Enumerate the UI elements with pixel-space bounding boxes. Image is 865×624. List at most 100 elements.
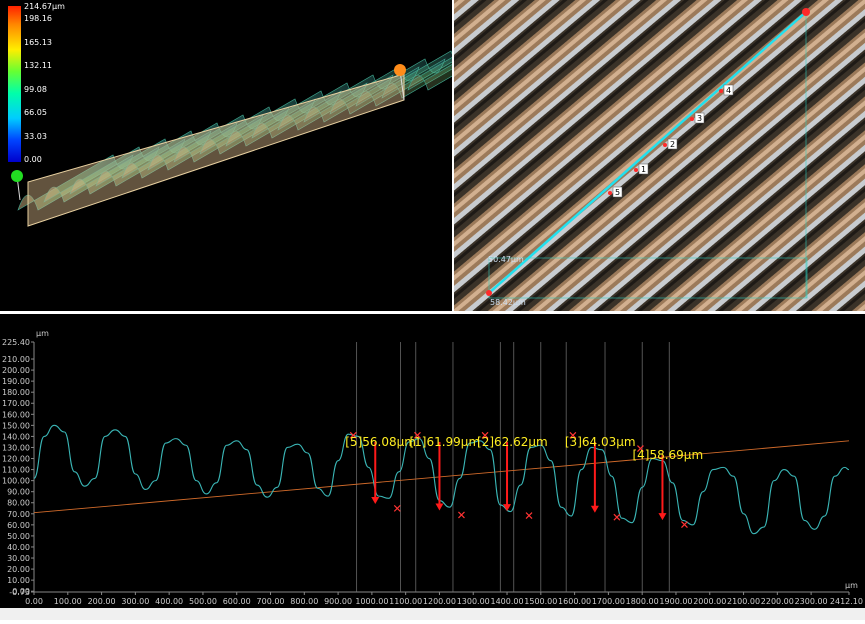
measure-point-cross	[613, 513, 621, 521]
segment-markers: 1 2 3 4 5	[608, 84, 734, 198]
segment-point	[608, 191, 612, 195]
y-tick-label: 70.00	[7, 510, 30, 519]
x-tick-label: 1100.00	[389, 597, 422, 606]
segment-point	[690, 117, 694, 121]
colorbar-tick-label: 0.00	[24, 155, 42, 164]
measure-point-cross	[458, 511, 465, 519]
colorbar-tick-label: 198.16	[24, 14, 52, 23]
3d-surface-view[interactable]: 214.67µm 198.16 165.13 132.11 99.08 66.05 33.…	[0, 0, 524, 311]
x-tick-label: 1500.00	[524, 597, 557, 606]
y-tick-label: 40.00	[7, 543, 30, 552]
segment-marker-label: 2	[670, 140, 675, 149]
x-tick-label: 800.00	[290, 597, 318, 606]
y-tick-label: 200.00	[2, 366, 30, 375]
profile-series-line	[33, 424, 850, 535]
depth-measurement-label: [2]62.62µm	[477, 435, 548, 449]
x-axis-unit: µm	[845, 581, 858, 590]
profile-chart-panel[interactable]: µm µm 225.40 210.00 200.00 190.00 180.00 170.00…	[0, 314, 865, 620]
x-tick-label: 2200.00	[761, 597, 794, 606]
x-tick-label: 400.00	[155, 597, 183, 606]
x-tick-label: 1400.00	[490, 597, 523, 606]
x-tick-label: 2100.00	[727, 597, 760, 606]
y-tick-label: 0.00	[12, 587, 30, 596]
x-tick-label: 100.00	[54, 597, 82, 606]
y-tick-label: 190.00	[2, 377, 30, 386]
y-tick-label: 130.00	[2, 443, 30, 452]
depth-arrow-head	[590, 505, 599, 513]
x-tick-label: 500.00	[189, 597, 217, 606]
y-tick-label: 20.00	[7, 565, 30, 574]
colorbar-max-label: 214.67µm	[24, 2, 65, 11]
depth-arrow-head	[658, 513, 667, 521]
x-tick-label: 1200.00	[423, 597, 456, 606]
measurement-line[interactable]	[488, 11, 807, 294]
end-point-marker[interactable]	[394, 64, 406, 76]
colorbar-tick-label: 33.03	[24, 132, 47, 141]
depth-measurement-label: [1]61.99µm	[409, 435, 480, 449]
segment-point	[634, 168, 638, 172]
depth-measurement-label: [4]58.69µm	[632, 448, 703, 462]
segment-marker-label: 1	[641, 165, 646, 174]
depth-arrow-head	[435, 503, 444, 511]
measure-point-cross	[414, 431, 421, 439]
x-tick-label: 700.00	[257, 597, 285, 606]
colorbar-tick-label: 99.08	[24, 85, 47, 94]
y-tick-label: 180.00	[2, 388, 30, 397]
y-tick-label: 160.00	[2, 410, 30, 419]
colorbar-tick-label: 165.13	[24, 38, 52, 47]
x-tick-label: 200.00	[88, 597, 116, 606]
x-tick-label: 900.00	[324, 597, 352, 606]
segment-point	[663, 143, 667, 147]
x-tick-label: 2412.10	[830, 597, 863, 606]
segment-marker-label: 4	[726, 86, 731, 95]
x-tick-label: 1000.00	[355, 597, 388, 606]
segment-marker-box	[694, 112, 705, 124]
horizontal-scrollbar[interactable]	[0, 608, 865, 620]
line-start-handle[interactable]	[486, 290, 492, 296]
x-tick-label: 1600.00	[558, 597, 591, 606]
trend-line	[33, 440, 850, 514]
segment-marker-box	[667, 138, 678, 150]
measure-point-cross	[681, 521, 688, 528]
depth-measurement-label: [3]64.03µm	[565, 435, 636, 449]
y-tick-label: 225.40	[2, 338, 30, 347]
x-tick-label: 0.00	[25, 597, 43, 606]
surface-texture	[454, 0, 865, 311]
3d-surface-svg	[8, 6, 524, 227]
depth-arrow-head	[503, 504, 512, 512]
colorbar-tick-label: 132.11	[24, 61, 52, 70]
y-tick-label: 100.00	[2, 477, 30, 486]
segment-marker-box	[723, 84, 734, 96]
x-tick-label: 1300.00	[457, 597, 490, 606]
x-tick-label: 300.00	[121, 597, 149, 606]
segment-marker-box	[612, 186, 623, 198]
y-axis-unit: µm	[36, 329, 49, 338]
x-tick-label: 1800.00	[626, 597, 659, 606]
y-tick-label: 150.00	[2, 421, 30, 430]
y-tick-label: 210.00	[2, 355, 30, 364]
measure-label-a: 50.47µm	[488, 255, 524, 264]
y-tick-label: 10.00	[7, 576, 30, 585]
y-tick-label: 30.00	[7, 554, 30, 563]
measure-point-cross	[481, 431, 489, 439]
x-tick-label: 1900.00	[659, 597, 692, 606]
line-end-handle[interactable]	[802, 8, 810, 16]
y-tick-label: 80.00	[7, 499, 30, 508]
y-tick-label: 140.00	[2, 432, 30, 441]
y-tick-label: 120.00	[2, 455, 30, 464]
y-tick-label: 110.00	[2, 466, 30, 475]
colorbar-tick-label: 66.05	[24, 108, 47, 117]
start-point-marker[interactable]	[11, 170, 23, 182]
microscope-image-view[interactable]: 1 2 3 4 5 50.47µm 58.42µm	[454, 0, 865, 311]
microscope-image-svg: 1 2 3 4 5	[454, 0, 865, 311]
measure-point-cross	[349, 431, 357, 439]
x-tick-label: 2300.00	[795, 597, 828, 606]
colorbar	[8, 6, 21, 162]
y-tick-label: -0.73	[9, 588, 30, 597]
segment-point	[719, 89, 723, 93]
measure-point-cross	[569, 431, 577, 439]
segment-marker-label: 5	[615, 188, 620, 197]
depth-arrow-head	[371, 496, 380, 504]
x-tick-label: 600.00	[223, 597, 251, 606]
segment-marker-box	[638, 163, 649, 175]
